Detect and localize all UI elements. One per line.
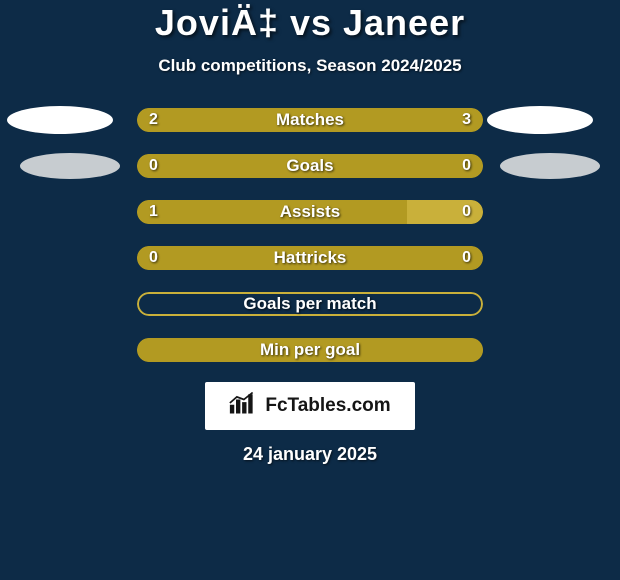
page-title: JoviÄ‡ vs Janeer [155, 2, 465, 44]
stat-bar: 00Goals [137, 154, 483, 178]
stats-rows: 23Matches00Goals10Assists00HattricksGoal… [0, 108, 620, 362]
stat-bar: 10Assists [137, 200, 483, 224]
stat-right-value: 0 [462, 203, 471, 221]
stat-bar: Min per goal [137, 338, 483, 362]
stat-row: 00Goals [0, 154, 620, 178]
stat-right-value: 3 [462, 111, 471, 129]
branding-badge: FcTables.com [205, 382, 415, 430]
footer-date: 24 january 2025 [243, 444, 377, 465]
stat-row: Min per goal [0, 338, 620, 362]
stat-row: Goals per match [0, 292, 620, 316]
bar-right-fill [407, 200, 483, 224]
stat-row: 23Matches [0, 108, 620, 132]
bar-right-fill [310, 246, 483, 270]
stat-row: 10Assists [0, 200, 620, 224]
stat-left-value: 0 [149, 249, 158, 267]
stat-left-value: 0 [149, 157, 158, 175]
bar-bg [137, 292, 483, 316]
stat-right-value: 0 [462, 249, 471, 267]
stat-left-value: 1 [149, 203, 158, 221]
right-player-ellipse [487, 106, 593, 134]
page: JoviÄ‡ vs Janeer Club competitions, Seas… [0, 0, 620, 580]
bar-right-fill [310, 154, 483, 178]
bar-right-fill [275, 108, 483, 132]
stat-bar: 00Hattricks [137, 246, 483, 270]
bar-left-fill [137, 246, 310, 270]
page-subtitle: Club competitions, Season 2024/2025 [158, 56, 461, 76]
barchart-icon [229, 391, 257, 421]
left-player-ellipse [7, 106, 113, 134]
left-player-ellipse [20, 153, 120, 179]
bar-left-fill [137, 338, 483, 362]
stat-right-value: 0 [462, 157, 471, 175]
right-player-ellipse [500, 153, 600, 179]
stat-bar: Goals per match [137, 292, 483, 316]
branding-text: FcTables.com [265, 395, 390, 417]
stat-left-value: 2 [149, 111, 158, 129]
bar-left-fill [137, 200, 407, 224]
stat-row: 00Hattricks [0, 246, 620, 270]
stat-bar: 23Matches [137, 108, 483, 132]
bar-left-fill [137, 154, 310, 178]
